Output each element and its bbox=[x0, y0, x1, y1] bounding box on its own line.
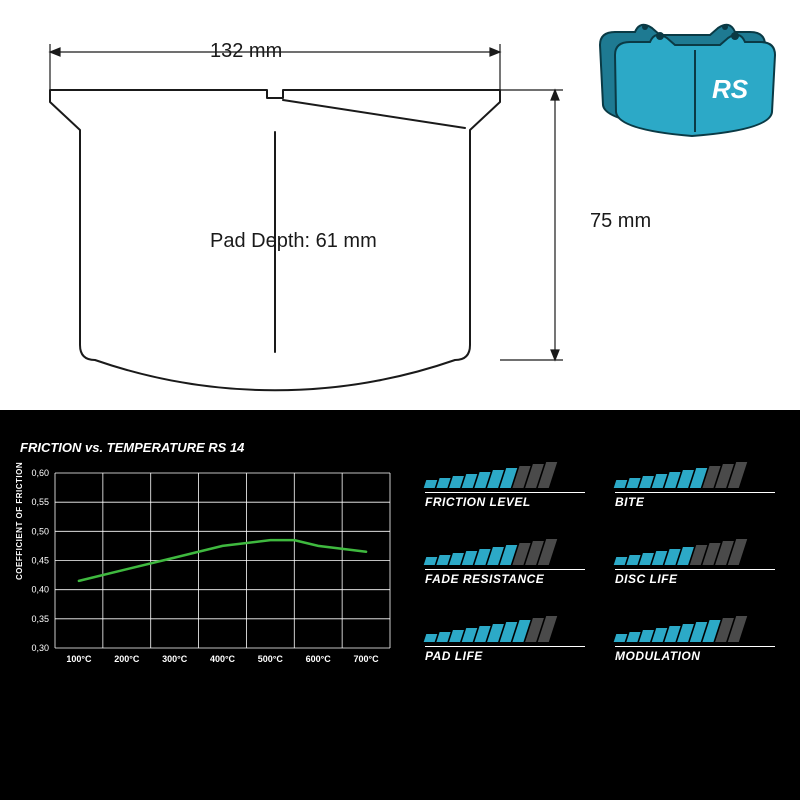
rating-bars bbox=[615, 614, 775, 642]
product-photo: RS bbox=[580, 10, 780, 145]
rating-modulation: MODULATION bbox=[615, 614, 775, 663]
chart-title: FRICTION vs. TEMPERATURE RS 14 bbox=[20, 440, 390, 455]
svg-text:300°C: 300°C bbox=[162, 654, 188, 664]
svg-text:200°C: 200°C bbox=[114, 654, 140, 664]
rating-label: MODULATION bbox=[615, 649, 775, 663]
rating-friction-level: FRICTION LEVEL bbox=[425, 460, 585, 509]
rating-label: FADE RESISTANCE bbox=[425, 572, 585, 586]
rating-bite: BITE bbox=[615, 460, 775, 509]
svg-text:700°C: 700°C bbox=[354, 654, 380, 664]
rating-label: DISC LIFE bbox=[615, 572, 775, 586]
chart-y-axis-label: COEFFICIENT OF FRICTION bbox=[15, 462, 24, 580]
chart-plot: 0,600,550,500,450,400,350,30100°C200°C30… bbox=[55, 473, 390, 670]
rating-bars bbox=[425, 614, 585, 642]
rating-disc-life: DISC LIFE bbox=[615, 537, 775, 586]
svg-text:0,55: 0,55 bbox=[31, 497, 49, 507]
rating-pad-life: PAD LIFE bbox=[425, 614, 585, 663]
svg-text:0,35: 0,35 bbox=[31, 614, 49, 624]
svg-text:100°C: 100°C bbox=[66, 654, 92, 664]
svg-text:500°C: 500°C bbox=[258, 654, 284, 664]
rating-label: PAD LIFE bbox=[425, 649, 585, 663]
svg-text:400°C: 400°C bbox=[210, 654, 236, 664]
rating-bars bbox=[615, 460, 775, 488]
rating-fade-resistance: FADE RESISTANCE bbox=[425, 537, 585, 586]
technical-drawing-panel: 132 mm 75 mm Pad Depth: 61 mm RS bbox=[0, 0, 800, 410]
svg-text:0,45: 0,45 bbox=[31, 556, 49, 566]
performance-panel: FRICTION vs. TEMPERATURE RS 14 COEFFICIE… bbox=[0, 410, 800, 800]
rating-bars bbox=[425, 460, 585, 488]
svg-text:RS: RS bbox=[712, 74, 749, 104]
friction-chart: FRICTION vs. TEMPERATURE RS 14 COEFFICIE… bbox=[20, 430, 390, 710]
rating-bars bbox=[615, 537, 775, 565]
svg-text:0,50: 0,50 bbox=[31, 526, 49, 536]
svg-text:0,30: 0,30 bbox=[31, 643, 49, 653]
svg-text:0,40: 0,40 bbox=[31, 585, 49, 595]
svg-text:600°C: 600°C bbox=[306, 654, 332, 664]
rating-label: BITE bbox=[615, 495, 775, 509]
pad-outline-drawing bbox=[20, 30, 580, 400]
rating-label: FRICTION LEVEL bbox=[425, 495, 585, 509]
ratings-grid: FRICTION LEVEL BITE FADE RESISTANCE DISC LI… bbox=[400, 430, 785, 780]
height-dimension-label: 75 mm bbox=[590, 210, 651, 233]
rating-bars bbox=[425, 537, 585, 565]
svg-text:0,60: 0,60 bbox=[31, 468, 49, 478]
